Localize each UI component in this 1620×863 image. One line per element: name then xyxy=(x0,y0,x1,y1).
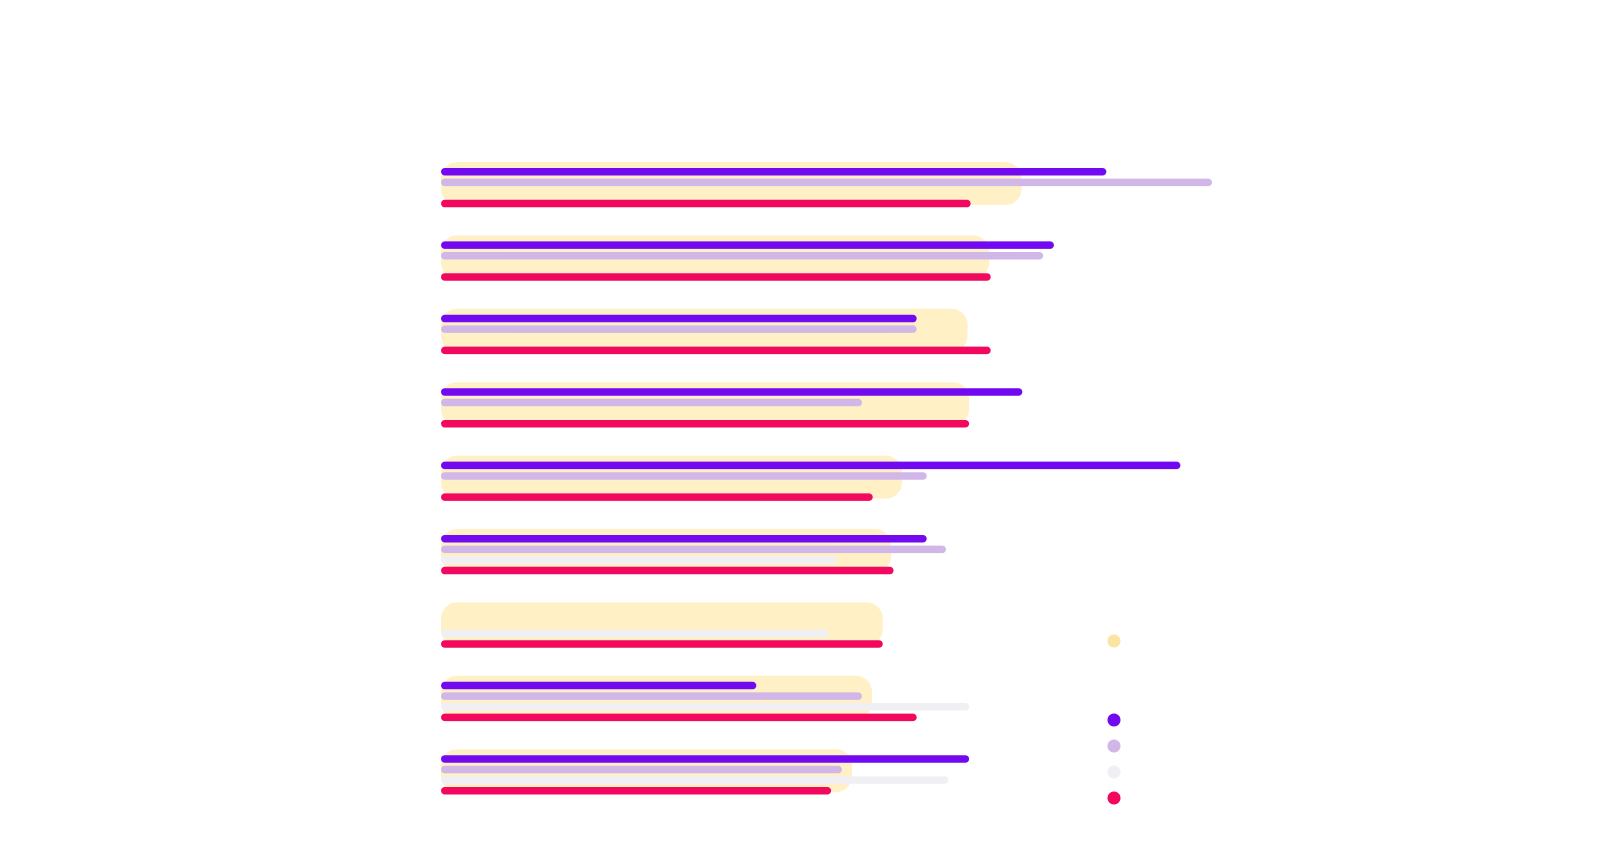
bar-series-4 xyxy=(441,273,991,281)
bar-series-1 xyxy=(441,168,1107,176)
bar-series-2 xyxy=(441,325,917,333)
bar-series-1 xyxy=(441,535,927,543)
bar-series-1 xyxy=(441,755,970,763)
bar-series-1 xyxy=(441,388,1023,396)
bar-series-1 xyxy=(441,681,757,690)
bar-series-2 xyxy=(441,398,862,407)
bar-series-1 xyxy=(441,461,1181,470)
bar-series-4 xyxy=(441,420,970,428)
bar-series-3 xyxy=(441,703,970,711)
bar-series-1 xyxy=(441,314,917,323)
legend-marker-series-4 xyxy=(1107,791,1121,805)
bar-series-2 xyxy=(441,472,927,480)
legend-marker-background xyxy=(1107,634,1121,648)
bar-series-3 xyxy=(441,629,829,638)
legend-marker-series-2 xyxy=(1107,739,1121,753)
legend xyxy=(1107,634,1121,805)
bar-series-3 xyxy=(441,776,949,784)
bar-series-2 xyxy=(441,765,842,774)
legend-marker-series-1 xyxy=(1107,713,1121,727)
bar-series-4 xyxy=(441,713,917,722)
bar-series-4 xyxy=(441,199,971,208)
series-bars xyxy=(441,168,1212,795)
bar-series-1 xyxy=(441,241,1054,249)
bar-series-4 xyxy=(441,493,873,501)
bar-series-3 xyxy=(441,556,837,564)
bar-series-2 xyxy=(441,178,1212,187)
bar-series-4 xyxy=(441,346,991,355)
bar-series-4 xyxy=(441,640,883,648)
bar-series-2 xyxy=(441,545,947,554)
bar-series-2 xyxy=(441,692,862,700)
bar-series-4 xyxy=(441,787,832,795)
background-bar xyxy=(441,602,883,646)
bar-series-4 xyxy=(441,566,894,575)
bar-series-2 xyxy=(441,252,1044,260)
legend-marker-series-3 xyxy=(1107,765,1121,779)
